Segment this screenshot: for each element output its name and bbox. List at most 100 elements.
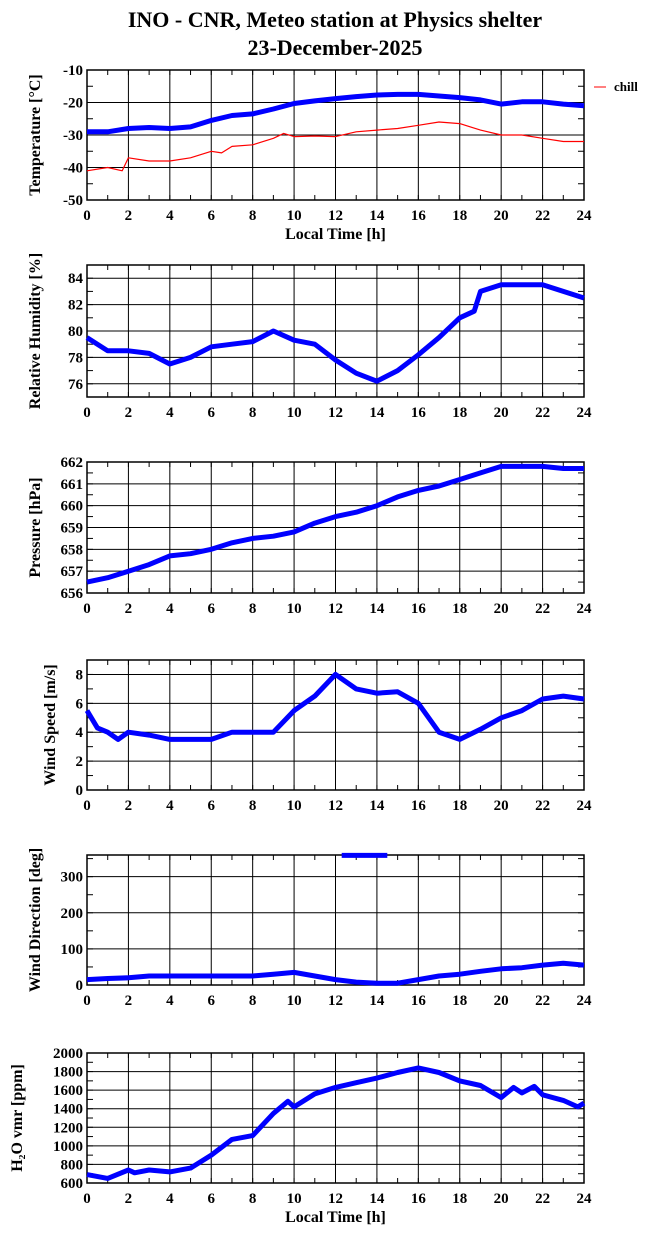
y-tick-label: 661	[61, 477, 84, 493]
x-tick-label: 22	[535, 993, 550, 1009]
x-tick-label: 8	[249, 601, 257, 617]
y-tick-label: 1600	[53, 1083, 83, 1099]
x-tick-label: 6	[208, 601, 216, 617]
x-tick-label: 0	[83, 993, 91, 1009]
plot-frame	[86, 264, 585, 398]
y-tick-label: -30	[63, 128, 83, 144]
panel-1: 0 2 4 6 8 10 12 14 16 18 20 22 247678808284Relative …	[27, 253, 592, 421]
x-tick-label: 0	[83, 798, 91, 814]
plot-frame	[86, 69, 585, 201]
y-tick-label: 800	[61, 1157, 84, 1173]
x-tick-label: 2	[125, 601, 133, 617]
x-tick-label: 0	[83, 208, 91, 224]
x-tick-label: 16	[411, 601, 427, 617]
y-tick-label: 656	[61, 586, 84, 602]
x-tick-label: 20	[494, 405, 509, 421]
x-tick-label: 6	[208, 405, 216, 421]
x-tick-label: 16	[411, 993, 427, 1009]
panel-0: 0 2 4 6 8 10 12 14 16 18 20 22 24-50-40-30-20-10Temp…	[27, 63, 638, 243]
y-tick-label: 84	[68, 271, 84, 287]
x-tick-label: 12	[328, 1191, 343, 1207]
x-tick-label: 18	[452, 993, 467, 1009]
x-tick-label: 16	[411, 798, 427, 814]
chart-title: INO - CNR, Meteo station at Physics shel…	[128, 7, 542, 32]
y-tick-label: 76	[68, 377, 84, 393]
y-axis-label: H₂O vmr [ppm]	[9, 1064, 26, 1172]
x-tick-label: 10	[287, 798, 302, 814]
plot-frame	[86, 461, 585, 594]
x-tick-label: 10	[287, 601, 302, 617]
y-axis-label: Wind Speed [m/s]	[42, 664, 59, 786]
y-tick-label: 658	[61, 542, 84, 558]
series-wind-direction	[86, 960, 585, 986]
plot-frame	[86, 1052, 585, 1184]
x-tick-label: 24	[577, 208, 593, 224]
series-temperature	[87, 91, 585, 135]
x-tick-label: 18	[452, 208, 467, 224]
x-tick-label: 20	[494, 798, 509, 814]
x-tick-label: 8	[249, 798, 257, 814]
series-chill	[86, 121, 584, 172]
y-tick-label: 8	[76, 667, 84, 683]
y-tick-label: 2	[76, 754, 84, 770]
x-tick-label: 18	[452, 798, 467, 814]
x-tick-label: 24	[577, 993, 593, 1009]
x-tick-label: 4	[166, 601, 174, 617]
y-axis-label: Wind Direction [deg]	[27, 848, 44, 992]
x-tick-label: 6	[208, 993, 216, 1009]
y-tick-label: -50	[63, 193, 83, 209]
x-tick-label: 20	[494, 1191, 509, 1207]
x-tick-label: 22	[535, 405, 550, 421]
x-tick-label: 12	[328, 601, 343, 617]
x-tick-label: 0	[83, 405, 91, 421]
panel-5: 0 2 4 6 8 10 12 14 16 18 20 22 246008001000120014001…	[9, 1046, 592, 1226]
x-tick-label: 8	[249, 993, 257, 1009]
x-tick-label: 12	[328, 208, 343, 224]
x-tick-label: 4	[166, 208, 174, 224]
x-tick-label: 22	[535, 601, 550, 617]
y-tick-label: 600	[61, 1176, 84, 1192]
x-tick-label: 16	[411, 208, 427, 224]
y-tick-label: 1000	[53, 1139, 83, 1155]
x-tick-label: 14	[369, 208, 385, 224]
series-pressure	[86, 463, 584, 585]
x-tick-label: 20	[494, 993, 509, 1009]
x-tick-label: 14	[369, 993, 385, 1009]
y-tick-label: -40	[63, 161, 83, 177]
y-axis-label: Relative Humidity [%]	[27, 253, 44, 409]
x-tick-label: 4	[166, 1191, 174, 1207]
x-axis-label: Local Time [h]	[285, 1209, 386, 1226]
panel-2: 0 2 4 6 8 10 12 14 16 18 20 22 246566576586596606616…	[27, 455, 592, 617]
x-tick-label: 2	[125, 208, 133, 224]
x-tick-label: 0	[83, 1191, 91, 1207]
x-tick-label: 2	[125, 1191, 133, 1207]
x-tick-label: 18	[452, 405, 467, 421]
x-tick-label: 8	[249, 1191, 257, 1207]
x-tick-label: 6	[208, 798, 216, 814]
y-tick-label: 659	[61, 521, 84, 537]
x-tick-label: 10	[287, 1191, 302, 1207]
y-tick-label: 2000	[53, 1046, 83, 1062]
x-tick-label: 14	[369, 1191, 385, 1207]
y-tick-label: 78	[68, 350, 83, 366]
x-tick-label: 24	[577, 601, 593, 617]
y-tick-label: 82	[68, 298, 83, 314]
x-tick-label: 10	[287, 993, 302, 1009]
x-tick-label: 12	[328, 993, 343, 1009]
x-tick-label: 14	[369, 601, 385, 617]
y-tick-label: 657	[61, 564, 84, 580]
y-tick-label: 662	[61, 455, 84, 471]
y-tick-label: 660	[61, 499, 84, 515]
x-tick-label: 12	[328, 798, 343, 814]
legend-label-chill: chill	[614, 79, 638, 94]
x-tick-label: 20	[494, 601, 509, 617]
x-tick-label: 6	[208, 1191, 216, 1207]
plot-frame	[86, 854, 585, 986]
y-tick-label: -10	[63, 63, 83, 79]
y-tick-label: 1800	[53, 1065, 83, 1081]
x-tick-label: 16	[411, 405, 427, 421]
x-tick-label: 24	[577, 1191, 593, 1207]
